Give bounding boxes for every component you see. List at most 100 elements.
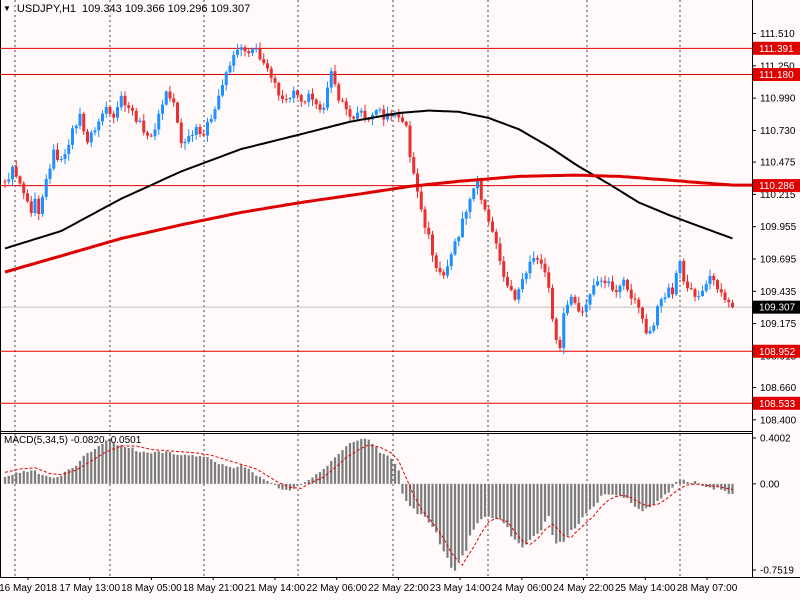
macd-bar: [337, 453, 340, 484]
macd-bar: [442, 483, 445, 552]
candle-bear: [603, 280, 607, 284]
macd-bar: [348, 443, 352, 484]
candle-bear: [412, 157, 416, 174]
ohlc-values: 109.343 109.366 109.296 109.307: [82, 3, 251, 15]
time-axis-label: 18 May 21:00: [183, 583, 244, 594]
candle-bull: [588, 294, 592, 305]
macd-bar: [427, 483, 430, 523]
macd-bar: [341, 450, 344, 484]
candle-bull: [217, 95, 221, 110]
macd-bar: [213, 461, 217, 484]
macd-bar: [446, 483, 449, 558]
candle-bear: [644, 318, 648, 334]
macd-bar: [150, 453, 153, 484]
macd-bar: [386, 455, 389, 484]
candle-bull: [7, 179, 11, 182]
candle-bull: [517, 289, 521, 300]
candle-bear: [536, 258, 539, 260]
macd-bar: [157, 451, 160, 484]
macd-bar: [232, 468, 235, 484]
candle-bull: [59, 159, 63, 161]
candle-bull: [52, 149, 56, 169]
macd-bar: [408, 483, 412, 506]
macd-bar: [15, 472, 18, 484]
candle-bull: [326, 87, 329, 108]
macd-bar: [60, 475, 63, 484]
candle-bear: [56, 149, 59, 160]
macd-indicator-label: MACD(5,34,5) -0.0820 -0.0501: [4, 435, 142, 446]
macd-bar: [401, 483, 404, 494]
candle-bull: [288, 98, 292, 100]
candle-bear: [123, 95, 127, 106]
price-badge-label: 110.286: [759, 181, 795, 192]
candle-bear: [266, 63, 269, 69]
time-axis-labels: 16 May 2018 17 May 13:00 18 May 05:00 18 Ma…: [0, 577, 738, 594]
macd-bar: [183, 454, 187, 484]
candle-bull: [446, 266, 449, 276]
candle-bear: [367, 119, 371, 121]
macd-bar: [480, 483, 483, 520]
candle-bull: [386, 113, 389, 120]
macd-bar: [210, 459, 213, 484]
price-axis-label: 110.215: [760, 190, 796, 201]
candle-bull: [569, 296, 573, 305]
candle-bear: [142, 120, 146, 133]
macd-bar: [390, 458, 393, 484]
macd-bar: [330, 461, 333, 484]
candle-bear: [682, 260, 686, 282]
candle-bull: [292, 90, 296, 99]
macd-bar: [352, 441, 355, 484]
candle-bull: [224, 72, 228, 86]
macd-bar: [435, 483, 438, 533]
macd-bar: [570, 483, 573, 530]
macd-bar: [225, 465, 228, 484]
candle-bull: [11, 166, 14, 180]
macd-bar: [712, 483, 715, 490]
macd-bar: [626, 483, 629, 499]
candle-bear: [127, 105, 131, 108]
candle-bear: [427, 227, 431, 235]
macd-bar: [611, 483, 614, 495]
candle-bear: [262, 59, 266, 64]
macd-bar: [258, 476, 262, 484]
macd-bar: [720, 483, 723, 490]
macd-bar: [255, 475, 258, 484]
candle-bull: [667, 287, 671, 298]
macd-bar: [678, 479, 682, 484]
macd-bar: [371, 443, 374, 484]
candle-bear: [284, 98, 288, 100]
level-lines-layer: [0, 47, 752, 404]
macd-bar: [195, 456, 198, 484]
macd-bar: [142, 451, 145, 484]
macd-bar: [502, 483, 505, 524]
time-axis-label: 22 May 22:00: [368, 583, 429, 594]
candle-bull: [562, 313, 566, 348]
macd-bar: [48, 477, 52, 484]
macd-bar: [716, 483, 719, 487]
candle-bear: [176, 102, 179, 123]
candle-bull: [33, 198, 37, 214]
macd-bar: [75, 465, 78, 484]
candle-bear: [719, 289, 723, 293]
level-price-badge: [753, 41, 800, 55]
macd-bar: [270, 482, 273, 484]
candle-bear: [671, 287, 674, 295]
macd-bar: [161, 452, 164, 484]
symbol-dropdown-icon[interactable]: ▼: [3, 4, 11, 13]
candle-bull: [228, 65, 232, 73]
candle-bull: [648, 330, 652, 334]
macd-bar: [240, 465, 243, 484]
macd-bar: [296, 483, 299, 487]
candle-bull: [78, 113, 82, 126]
macd-bar: [513, 483, 517, 540]
macd-bar: [97, 445, 100, 484]
candle-bull: [566, 304, 569, 314]
macd-bar: [596, 483, 599, 503]
macd-bar: [112, 442, 115, 484]
price-axis-label: 109.955: [760, 222, 797, 233]
time-axis-label: 24 May 06:00: [492, 583, 553, 594]
macd-bar: [536, 483, 539, 534]
